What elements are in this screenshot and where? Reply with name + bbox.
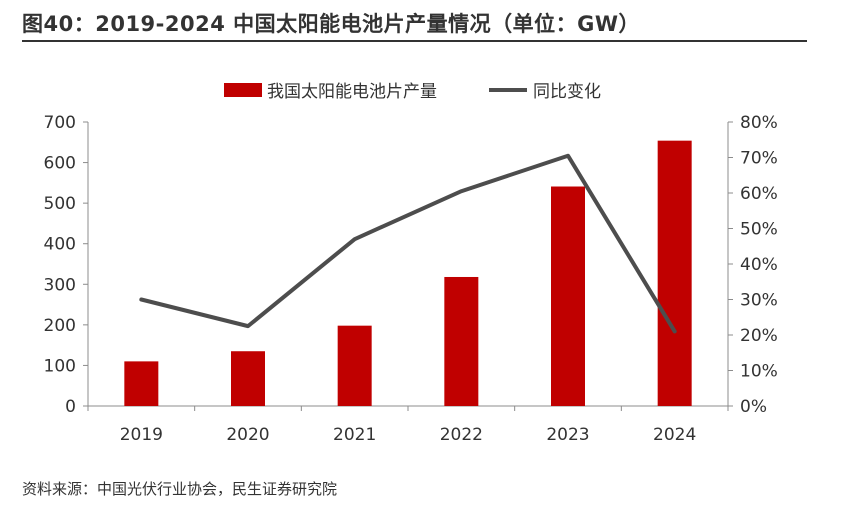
bar bbox=[124, 361, 159, 406]
x-tick-label: 2020 bbox=[226, 425, 269, 445]
y-tick-label-left: 200 bbox=[44, 316, 76, 336]
title-divider bbox=[22, 40, 807, 42]
line-path bbox=[139, 153, 677, 334]
bar bbox=[444, 276, 479, 406]
y-tick-label-right: 20% bbox=[740, 326, 778, 346]
y-tick-label-left: 400 bbox=[44, 235, 76, 255]
axes: 0 100 200 300 400 500 600 700 0% 10% 20% 30% 40% 50% 6… bbox=[44, 113, 778, 445]
bar bbox=[337, 325, 372, 406]
chart-title: 图40：2019-2024 中国太阳能电池片产量情况（单位：GW） bbox=[22, 12, 641, 36]
y-tick-label-left: 700 bbox=[44, 113, 76, 133]
y-tick-label-left: 300 bbox=[44, 275, 76, 295]
y-tick-label-right: 80% bbox=[740, 113, 778, 133]
y-tick-label-right: 40% bbox=[740, 255, 778, 275]
bar-series bbox=[124, 140, 692, 407]
x-tick-label: 2024 bbox=[653, 425, 696, 445]
y-tick-label-left: 500 bbox=[44, 194, 76, 214]
bar bbox=[657, 140, 692, 407]
source-note: 资料来源：中国光伏行业协会，民生证券研究院 bbox=[22, 480, 338, 498]
y-tick-label-left: 0 bbox=[65, 397, 76, 417]
x-tick-label: 2019 bbox=[120, 425, 163, 445]
bar bbox=[551, 186, 585, 406]
y-tick-label-right: 70% bbox=[740, 149, 778, 169]
y-tick-label-right: 60% bbox=[740, 184, 778, 204]
line-series bbox=[139, 153, 677, 334]
y-tick-label-right: 0% bbox=[740, 397, 767, 417]
bar bbox=[231, 351, 265, 406]
x-tick-label: 2022 bbox=[440, 425, 483, 445]
legend-swatch-bar bbox=[224, 83, 262, 97]
legend-label-line: 同比变化 bbox=[533, 82, 601, 102]
x-tick-label: 2023 bbox=[546, 425, 589, 445]
y-tick-label-right: 50% bbox=[740, 220, 778, 240]
y-tick-label-right: 30% bbox=[740, 291, 778, 311]
y-tick-label-right: 10% bbox=[740, 362, 778, 382]
y-tick-label-left: 600 bbox=[44, 154, 76, 174]
legend: 我国太阳能电池片产量 同比变化 bbox=[224, 82, 601, 102]
legend-label-bar: 我国太阳能电池片产量 bbox=[267, 82, 437, 102]
y-tick-label-left: 100 bbox=[44, 356, 76, 376]
x-tick-label: 2021 bbox=[333, 425, 376, 445]
